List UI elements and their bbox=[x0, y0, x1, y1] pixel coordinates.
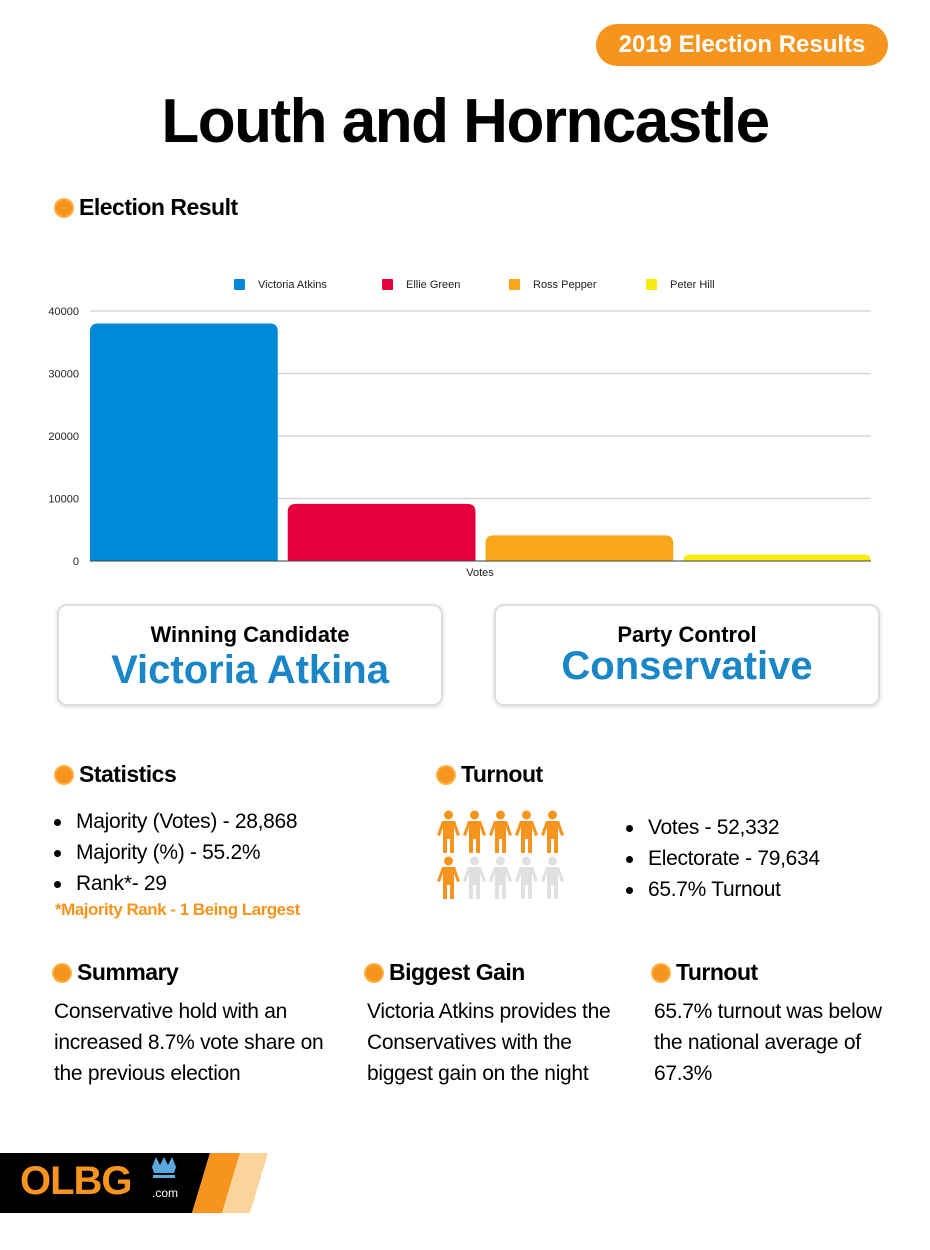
sun-icon bbox=[56, 766, 72, 783]
party-control-card: Party Control Conservative bbox=[494, 604, 880, 706]
person-icon bbox=[489, 810, 512, 853]
y-tick-label: 10000 bbox=[48, 494, 79, 506]
bar-victoria-atkins bbox=[90, 323, 278, 561]
legend-label: Ross Pepper bbox=[533, 279, 597, 291]
page-title: Louth and Horncastle bbox=[161, 87, 770, 156]
person-icon bbox=[515, 810, 538, 853]
section-summary: Summary bbox=[54, 959, 179, 986]
turnout-list: Votes - 52,332 Electorate - 79,634 65.7%… bbox=[622, 812, 820, 905]
statistics-list: Majority (Votes) - 28,868 Majority (%) -… bbox=[50, 806, 298, 899]
section-heading: Summary bbox=[77, 959, 179, 985]
person-icon bbox=[437, 810, 460, 853]
sun-icon bbox=[54, 964, 70, 981]
person-icon bbox=[463, 856, 486, 899]
section-heading: Biggest Gain bbox=[389, 959, 525, 985]
section-election-result: Election Result bbox=[56, 194, 238, 221]
olbg-logo[interactable]: OLBG .com bbox=[0, 1153, 270, 1213]
legend-swatch bbox=[382, 279, 393, 290]
sun-icon bbox=[56, 199, 72, 216]
sun-icon bbox=[653, 964, 669, 981]
logo-background bbox=[0, 1153, 268, 1213]
winner-value: Victoria Atkina bbox=[111, 648, 389, 692]
year-badge: 2019 Election Results bbox=[596, 24, 888, 66]
legend-swatch bbox=[234, 279, 245, 290]
bar-peter-hill bbox=[683, 554, 871, 561]
crown-icon bbox=[152, 1157, 176, 1178]
section-heading: Turnout bbox=[676, 959, 758, 985]
person-icon bbox=[489, 856, 512, 899]
legend-label: Victoria Atkins bbox=[258, 279, 327, 291]
logo-suffix: .com bbox=[152, 1186, 179, 1200]
summary-text: Conservative hold with an increased 8.7%… bbox=[54, 1000, 324, 1085]
person-icon bbox=[541, 810, 564, 853]
bar-ellie-green bbox=[287, 503, 476, 561]
person-icon bbox=[515, 856, 538, 899]
section-heading: Turnout bbox=[461, 761, 543, 787]
rank-note: *Majority Rank - 1 Being Largest bbox=[55, 900, 300, 919]
legend-label: Ellie Green bbox=[406, 279, 460, 291]
legend-label: Peter Hill bbox=[670, 279, 715, 291]
stat-item: Majority (%) - 55.2% bbox=[50, 837, 297, 868]
section-turnout: Turnout bbox=[438, 761, 543, 788]
section-heading: Election Result bbox=[79, 194, 238, 220]
turnout-note-text: 65.7% turnout was below the national ave… bbox=[654, 1000, 882, 1085]
sun-icon bbox=[438, 766, 454, 783]
person-icon bbox=[463, 810, 486, 853]
party-value: Conservative bbox=[561, 644, 813, 688]
section-heading: Statistics bbox=[79, 761, 177, 787]
person-icon bbox=[541, 856, 564, 899]
turnout-item: Votes - 52,332 bbox=[622, 812, 820, 843]
section-statistics: Statistics bbox=[56, 761, 177, 788]
bar-ross-pepper bbox=[485, 535, 674, 561]
y-tick-label: 20000 bbox=[48, 431, 79, 443]
turnout-item: Electorate - 79,634 bbox=[622, 843, 820, 874]
y-tick-label: 30000 bbox=[48, 369, 79, 381]
y-tick-label: 0 bbox=[73, 556, 79, 568]
winning-candidate-card: Winning Candidate Victoria Atkina bbox=[57, 604, 443, 706]
biggest-gain-text: Victoria Atkins provides the Conservativ… bbox=[367, 1000, 611, 1085]
legend-swatch bbox=[509, 279, 520, 290]
logo-text: OLBG bbox=[20, 1159, 133, 1203]
section-biggest-gain: Biggest Gain bbox=[366, 959, 525, 986]
election-bar-chart: 0 10000 20000 30000 40000 Victoria Atkins Elli… bbox=[48, 279, 871, 579]
legend-swatch bbox=[646, 279, 657, 290]
person-icon bbox=[437, 856, 460, 899]
section-turnout-note: Turnout bbox=[653, 959, 758, 986]
turnout-item: 65.7% Turnout bbox=[622, 874, 820, 905]
party-label: Party Control bbox=[617, 622, 757, 647]
x-axis-label: Votes bbox=[466, 567, 494, 579]
stat-item: Majority (Votes) - 28,868 bbox=[50, 806, 298, 837]
stat-item: Rank*- 29 bbox=[50, 868, 297, 899]
sun-icon bbox=[366, 964, 382, 981]
winner-label: Winning Candidate bbox=[150, 622, 350, 647]
turnout-pictogram bbox=[436, 810, 566, 900]
y-tick-label: 40000 bbox=[48, 306, 79, 318]
